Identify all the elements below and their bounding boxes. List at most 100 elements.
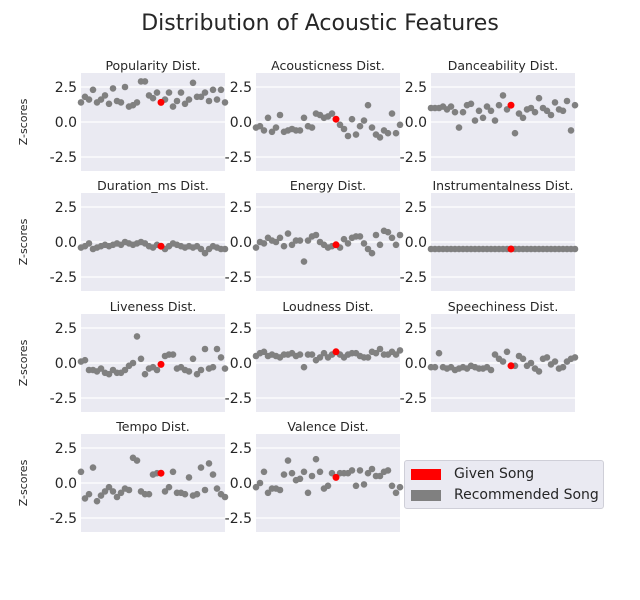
data-point-recommended [455, 124, 463, 131]
data-point-recommended [197, 366, 205, 374]
y-tick-label: 0.0 [230, 356, 252, 372]
data-point-recommended [543, 107, 551, 115]
data-point-recommended [388, 110, 396, 117]
legend-item-given: Given Song [411, 465, 534, 483]
data-point-recommended [559, 363, 567, 371]
data-point-recommended [149, 94, 157, 102]
subplot: -2.5 0.0 2.5 Liveness Dist. Z-scores [17, 299, 229, 412]
data-point-given [157, 360, 165, 368]
data-point-recommended [451, 108, 459, 116]
data-point-recommended [165, 483, 173, 491]
data-point-recommended [209, 86, 217, 94]
data-point-recommended [221, 99, 229, 106]
y-tick-label: -2.5 [225, 270, 252, 286]
data-point-recommended [479, 114, 487, 122]
data-point-recommended [300, 363, 308, 371]
data-point-recommended [121, 366, 129, 374]
data-point-recommended [185, 368, 193, 375]
data-point-recommended [396, 121, 404, 129]
data-point-recommended [368, 465, 376, 473]
data-point-recommended [571, 245, 579, 253]
data-point-given [332, 348, 340, 356]
data-point-recommended [185, 96, 193, 103]
y-tick-label: -2.5 [225, 150, 252, 166]
data-point-recommended [209, 471, 217, 478]
y-tick-label: -2.5 [225, 511, 252, 527]
data-point-recommended [197, 464, 205, 471]
data-point-recommended [97, 96, 105, 103]
data-point-recommended [280, 471, 288, 478]
subplot: -2.5 0.0 2.5 Tempo Dist. Z-scores [17, 419, 229, 532]
data-point-recommended [213, 96, 221, 103]
data-point-recommended [483, 103, 491, 110]
y-tick-label: 2.5 [230, 200, 252, 216]
data-point-recommended [300, 114, 308, 122]
y-tick-label: 0.0 [55, 115, 77, 131]
data-point-recommended [276, 486, 284, 494]
data-point-recommended [300, 468, 308, 476]
subplot: -2.5 0.0 2.5 Popularity Dist. Z-scores [17, 58, 229, 171]
data-point-recommended [316, 468, 324, 476]
subplot-title: Danceability Dist. [448, 58, 559, 73]
data-point-recommended [324, 482, 332, 490]
data-point-recommended [364, 245, 372, 253]
data-point-recommended [360, 117, 368, 124]
y-axis-label: Z-scores [17, 459, 30, 506]
data-point-recommended [264, 489, 272, 497]
y-tick-label: 2.5 [55, 200, 77, 216]
data-point-recommended [384, 467, 392, 474]
subplot: -2.5 0.0 2.5 Energy Dist. [225, 178, 404, 291]
data-point-recommended [356, 233, 364, 240]
data-point-recommended [396, 231, 404, 239]
data-point-recommended [396, 347, 404, 354]
data-point-recommended [85, 490, 93, 498]
data-point-recommended [304, 489, 312, 497]
data-point-recommended [543, 354, 551, 361]
data-point-recommended [105, 370, 113, 378]
data-point-recommended [201, 486, 209, 494]
data-point-recommended [276, 111, 284, 119]
subplot: -2.5 0.0 2.5 Instrumentalness Dist. [400, 178, 579, 291]
y-tick-label: 0.0 [230, 235, 252, 251]
y-axis-label: Z-scores [17, 218, 30, 265]
data-point-recommended [173, 97, 181, 105]
data-point-recommended [77, 468, 85, 476]
y-tick-label: -2.5 [50, 150, 77, 166]
subplot-title: Speechiness Dist. [448, 299, 559, 314]
data-point-recommended [519, 114, 527, 122]
data-point-recommended [308, 351, 316, 358]
data-point-recommended [340, 235, 348, 243]
data-point-given [332, 115, 340, 123]
subplot-title: Liveness Dist. [110, 299, 197, 314]
data-point-recommended [85, 96, 93, 103]
y-tick-label: 0.0 [230, 476, 252, 492]
data-point-given [332, 473, 340, 481]
data-point-recommended [193, 490, 201, 498]
data-point-recommended [205, 460, 213, 467]
data-point-recommended [435, 349, 443, 357]
data-point-recommended [252, 483, 260, 491]
data-point-recommended [189, 79, 197, 87]
data-point-recommended [515, 110, 523, 117]
data-point-recommended [93, 497, 101, 505]
data-point-recommended [101, 488, 109, 495]
data-point-given [507, 101, 515, 109]
data-point-recommended [499, 358, 507, 365]
y-tick-label: -2.5 [50, 391, 77, 407]
data-point-recommended [189, 355, 197, 363]
data-point-recommended [193, 370, 201, 378]
data-point-recommended [113, 493, 121, 501]
data-point-recommended [364, 101, 372, 109]
data-point-recommended [177, 89, 185, 96]
data-point-recommended [348, 467, 356, 474]
data-point-recommended [141, 370, 149, 378]
data-point-recommended [491, 117, 499, 124]
data-point-recommended [467, 100, 475, 108]
y-tick-label: 0.0 [230, 115, 252, 131]
data-point-recommended [563, 97, 571, 105]
data-point-recommended [105, 483, 113, 491]
subplot-title: Valence Dist. [287, 419, 368, 434]
data-point-recommended [268, 128, 276, 136]
y-tick-label: 2.5 [405, 80, 427, 96]
